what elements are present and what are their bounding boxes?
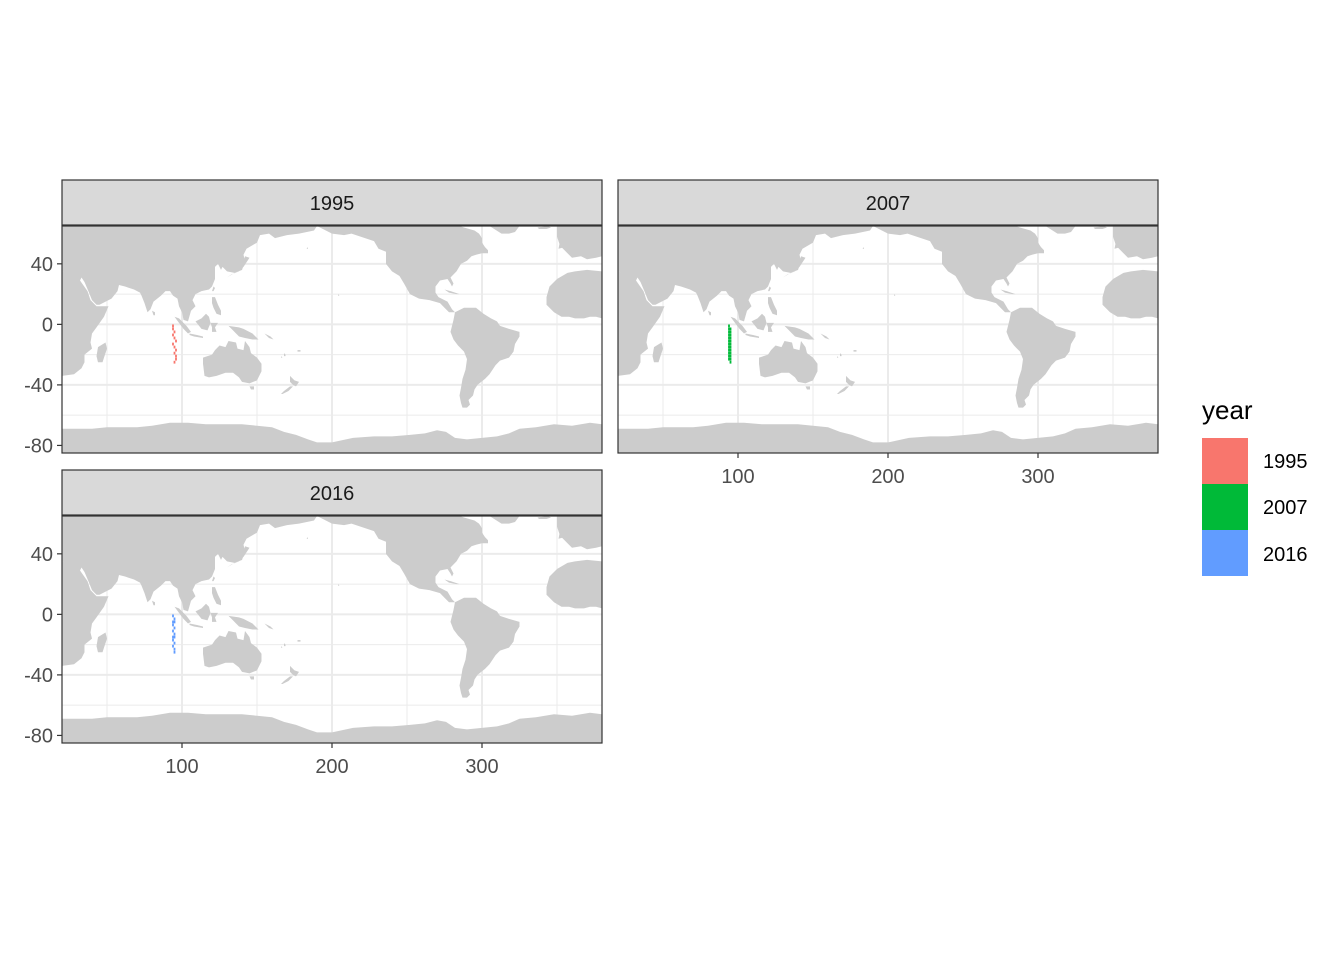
data-point [729,339,732,343]
data-point [729,351,732,355]
y-tick-label: -40 [24,375,53,397]
y-tick-label: 0 [42,314,53,336]
data-point [728,357,730,361]
y-tick-label: -80 [24,435,53,457]
data-point [173,620,176,624]
legend-label-1995: 1995 [1263,451,1308,473]
data-point [172,333,174,337]
data-point [729,360,732,364]
data-point [173,351,176,355]
data-point [173,336,176,340]
data-point [175,348,177,352]
legend-key-1995 [1202,438,1248,484]
facet-panel-2007: 2007 100 200 300 [617,179,1159,488]
data-point [728,354,730,358]
y-tick-label: -40 [24,665,53,687]
data-point [173,345,176,349]
y-tick-label: 40 [31,254,53,276]
data-point [173,641,176,645]
y-tick-label: 0 [42,604,53,626]
data-point [173,617,176,621]
x-tick-label: 200 [315,756,348,778]
legend-key-2007 [1202,484,1248,530]
data-point [175,354,177,358]
data-point [173,360,176,364]
panel-plot-area [62,516,602,743]
facet-panel-2016: 2016 40 0 -40 -80 100 200 300 [24,469,603,778]
facet-strip-label: 2016 [310,483,355,505]
data-point [728,327,730,331]
facet-strip [61,469,603,516]
data-point [728,351,730,355]
facet-strip [617,179,1159,226]
data-point [728,342,730,346]
data-point [173,330,176,334]
facet-strip [61,179,603,226]
data-point [172,620,174,624]
data-point [729,348,732,352]
data-point [729,357,732,361]
facet-strip-label: 2007 [866,193,911,215]
data-point [728,324,730,328]
data-point [728,330,730,334]
data-point [728,336,730,340]
panel-border [61,225,603,454]
data-point [172,635,174,639]
legend: year 1995 2007 2016 [1202,395,1308,576]
data-point [172,324,174,328]
legend-title: year [1202,395,1253,425]
data-point [173,650,176,654]
data-point [729,333,732,337]
data-point [172,638,174,642]
x-tick-label: 300 [1021,466,1054,488]
data-point [173,635,176,639]
data-point [729,354,732,358]
y-tick-label: 40 [31,544,53,566]
legend-label-2007: 2007 [1263,497,1308,519]
y-tick-label: -80 [24,725,53,747]
data-point [172,614,174,618]
data-point [728,348,730,352]
data-point [172,623,174,627]
data-point [728,345,730,349]
data-point [173,632,176,636]
x-tick-label: 100 [721,466,754,488]
data-point [729,342,732,346]
x-tick-label: 300 [465,756,498,778]
x-tick-label: 100 [165,756,198,778]
x-tick-label: 200 [871,466,904,488]
panel-plot-area [618,226,1158,453]
data-point [729,345,732,349]
data-point [728,333,730,337]
data-point [172,327,174,331]
facet-panel-1995: 1995 40 0 -40 -80 [24,179,603,457]
panel-plot-area [62,226,602,453]
data-point [173,647,176,651]
data-point [729,327,732,331]
data-point [172,644,174,648]
data-point [172,629,174,633]
data-point [172,342,174,346]
facet-strip-label: 1995 [310,193,355,215]
data-point [729,330,732,334]
data-point [729,336,732,340]
legend-key-2016 [1202,530,1248,576]
data-point [175,357,177,361]
data-point [728,339,730,343]
data-point [175,339,177,343]
data-point [173,626,176,630]
legend-label-2016: 2016 [1263,544,1308,566]
